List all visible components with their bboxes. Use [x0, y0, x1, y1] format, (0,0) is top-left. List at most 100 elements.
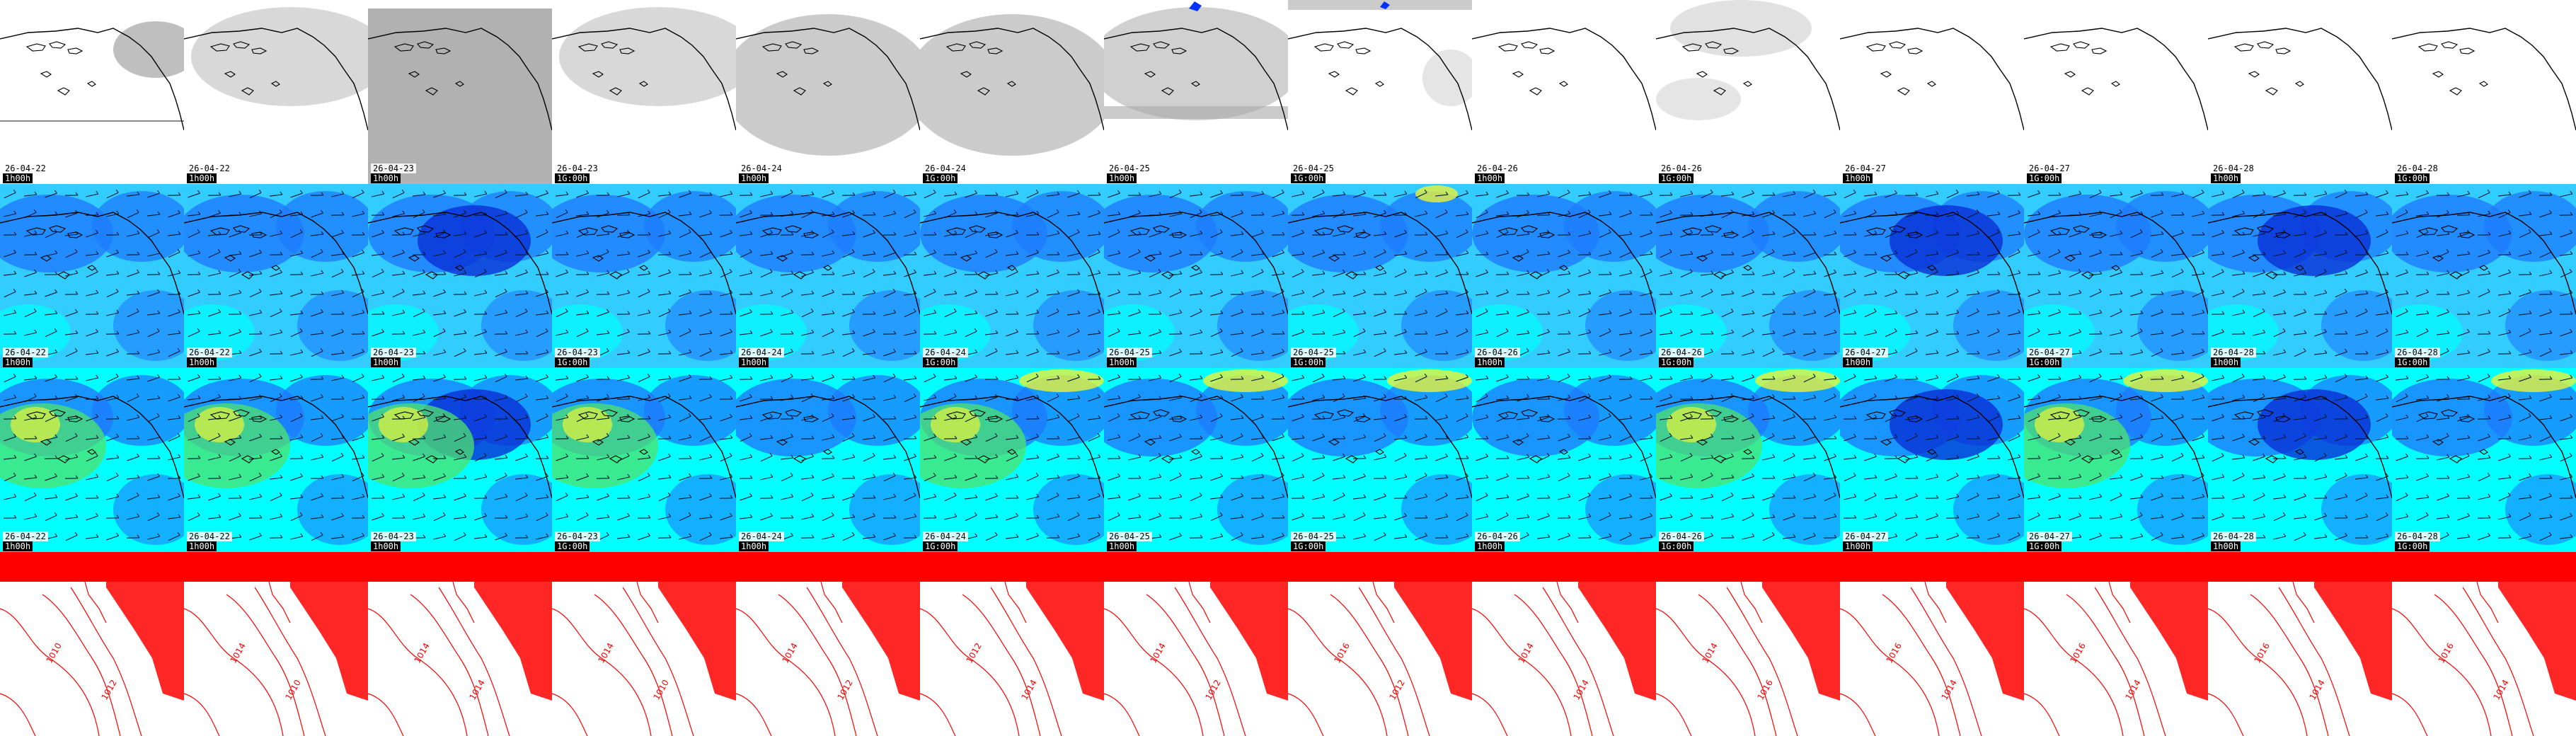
forecast-time-label: 1G:00h — [1291, 173, 1326, 183]
map-panel-cloud[interactable]: 26-04-24 1G:00h — [920, 0, 1104, 184]
map-panel-cloud[interactable]: 26-04-24 1h00h — [736, 0, 920, 184]
map-panel-wind[interactable]: 26-04-27 1h00h — [1840, 184, 2024, 368]
map-panel-wind[interactable]: 26-04-24 1h00h — [736, 184, 920, 368]
map-panel-cloud[interactable]: 26-04-22 1h00h — [0, 0, 184, 184]
map-panel-pressure[interactable]: 1016 1014 — [1840, 552, 2024, 736]
map-panel-wind[interactable]: 26-04-28 1h00h — [2208, 184, 2392, 368]
map-panel-gust[interactable]: 26-04-25 1h00h — [1104, 368, 1288, 552]
gust-map — [1472, 368, 1656, 552]
forecast-date-label: 26-04-27 — [1843, 347, 1888, 357]
map-panel-cloud[interactable]: 26-04-23 1h00h — [368, 0, 552, 184]
map-panel-wind[interactable]: 26-04-22 1h00h — [0, 184, 184, 368]
wind-map — [0, 184, 184, 368]
forecast-time-label: 1G:00h — [2395, 357, 2430, 367]
forecast-time-label: 1G:00h — [1291, 541, 1326, 551]
map-panel-gust[interactable]: 26-04-23 1h00h — [368, 368, 552, 552]
forecast-time-label: 1G:00h — [555, 357, 590, 367]
forecast-time-label: 1h00h — [187, 541, 217, 551]
forecast-date-label: 26-04-22 — [3, 531, 48, 541]
map-panel-pressure[interactable]: 1016 1014 — [2392, 552, 2576, 736]
map-panel-pressure[interactable]: 1014 1012 — [1104, 552, 1288, 736]
map-panel-gust[interactable]: 26-04-28 1h00h — [2208, 368, 2392, 552]
map-panel-cloud[interactable]: 26-04-25 1G:00h — [1288, 0, 1472, 184]
map-panel-pressure[interactable]: 1014 1014 — [368, 552, 552, 736]
map-panel-cloud[interactable]: 26-04-27 1h00h — [1840, 0, 2024, 184]
map-panel-gust[interactable]: 26-04-23 1G:00h — [552, 368, 736, 552]
map-panel-wind[interactable]: 26-04-25 1h00h — [1104, 184, 1288, 368]
map-panel-cloud[interactable]: 26-04-23 1G:00h — [552, 0, 736, 184]
map-panel-gust[interactable]: 26-04-26 1h00h — [1472, 368, 1656, 552]
forecast-date-label: 26-04-26 — [1475, 163, 1520, 173]
forecast-time-label: 1h00h — [1475, 541, 1505, 551]
map-panel-pressure[interactable]: 1014 1010 — [184, 552, 368, 736]
map-panel-gust[interactable]: 26-04-27 1G:00h — [2024, 368, 2208, 552]
map-panel-gust[interactable]: 26-04-25 1G:00h — [1288, 368, 1472, 552]
cloud-map — [1288, 0, 1472, 184]
gust-map — [184, 368, 368, 552]
map-panel-wind[interactable]: 26-04-25 1G:00h — [1288, 184, 1472, 368]
forecast-time-label: 1h00h — [371, 173, 401, 183]
map-panel-pressure[interactable]: 1012 1014 — [920, 552, 1104, 736]
map-panel-wind[interactable]: 26-04-23 1G:00h — [552, 184, 736, 368]
forecast-date-label: 26-04-24 — [923, 531, 968, 541]
map-panel-wind[interactable]: 26-04-24 1G:00h — [920, 184, 1104, 368]
map-panel-gust[interactable]: 26-04-26 1G:00h — [1656, 368, 1840, 552]
map-panel-pressure[interactable]: 1010 1012 — [0, 552, 184, 736]
map-panel-pressure[interactable]: 1014 1012 — [736, 552, 920, 736]
forecast-time-label: 1h00h — [187, 357, 217, 367]
forecast-date-label: 26-04-26 — [1659, 163, 1704, 173]
map-panel-wind[interactable]: 26-04-28 1G:00h — [2392, 184, 2576, 368]
map-panel-gust[interactable]: 26-04-24 1h00h — [736, 368, 920, 552]
map-panel-wind[interactable]: 26-04-22 1h00h — [184, 184, 368, 368]
forecast-time-label: 1h00h — [1843, 541, 1873, 551]
forecast-date-label: 26-04-28 — [2395, 163, 2440, 173]
map-panel-wind[interactable]: 26-04-27 1G:00h — [2024, 184, 2208, 368]
map-panel-pressure[interactable]: 1014 1014 — [1472, 552, 1656, 736]
forecast-date-label: 26-04-27 — [2027, 531, 2072, 541]
map-panel-cloud[interactable]: 26-04-27 1G:00h — [2024, 0, 2208, 184]
map-panel-pressure[interactable]: 1014 1010 — [552, 552, 736, 736]
map-panel-wind[interactable]: 26-04-23 1h00h — [368, 184, 552, 368]
wind-map — [2208, 184, 2392, 368]
forecast-date-label: 26-04-24 — [739, 163, 784, 173]
gust-map — [920, 368, 1104, 552]
forecast-time-label: 1h00h — [1107, 541, 1137, 551]
forecast-date-label: 26-04-25 — [1107, 531, 1152, 541]
map-panel-cloud[interactable]: 26-04-28 1h00h — [2208, 0, 2392, 184]
gust-map — [0, 368, 184, 552]
map-panel-cloud[interactable]: 26-04-28 1G:00h — [2392, 0, 2576, 184]
map-panel-pressure[interactable]: 1014 1016 — [1656, 552, 1840, 736]
map-panel-pressure[interactable]: 1016 1014 — [2024, 552, 2208, 736]
forecast-date-label: 26-04-23 — [371, 531, 416, 541]
map-panel-wind[interactable]: 26-04-26 1G:00h — [1656, 184, 1840, 368]
map-panel-cloud[interactable]: 26-04-22 1h00h — [184, 0, 368, 184]
wind-map — [1840, 184, 2024, 368]
map-panel-cloud[interactable]: 26-04-25 1h00h — [1104, 0, 1288, 184]
map-panel-gust[interactable]: 26-04-22 1h00h — [0, 368, 184, 552]
forecast-time-label: 1h00h — [1107, 357, 1137, 367]
map-panel-gust[interactable]: 26-04-28 1G:00h — [2392, 368, 2576, 552]
map-panel-pressure[interactable]: 1016 1012 — [1288, 552, 1472, 736]
map-panel-gust[interactable]: 26-04-24 1G:00h — [920, 368, 1104, 552]
forecast-date-label: 26-04-25 — [1291, 163, 1336, 173]
forecast-date-label: 26-04-24 — [739, 347, 784, 357]
map-panel-pressure[interactable]: 1016 1014 — [2208, 552, 2392, 736]
forecast-time-label: 1h00h — [3, 541, 33, 551]
map-panel-gust[interactable]: 26-04-22 1h00h — [184, 368, 368, 552]
map-panel-cloud[interactable]: 26-04-26 1G:00h — [1656, 0, 1840, 184]
forecast-date-label: 26-04-22 — [3, 163, 48, 173]
map-panel-gust[interactable]: 26-04-27 1h00h — [1840, 368, 2024, 552]
gust-map — [1288, 368, 1472, 552]
wind-map — [2024, 184, 2208, 368]
map-panel-cloud[interactable]: 26-04-26 1h00h — [1472, 0, 1656, 184]
forecast-date-label: 26-04-25 — [1291, 531, 1336, 541]
wind-map — [1656, 184, 1840, 368]
map-panel-wind[interactable]: 26-04-26 1h00h — [1472, 184, 1656, 368]
gust-map — [552, 368, 736, 552]
